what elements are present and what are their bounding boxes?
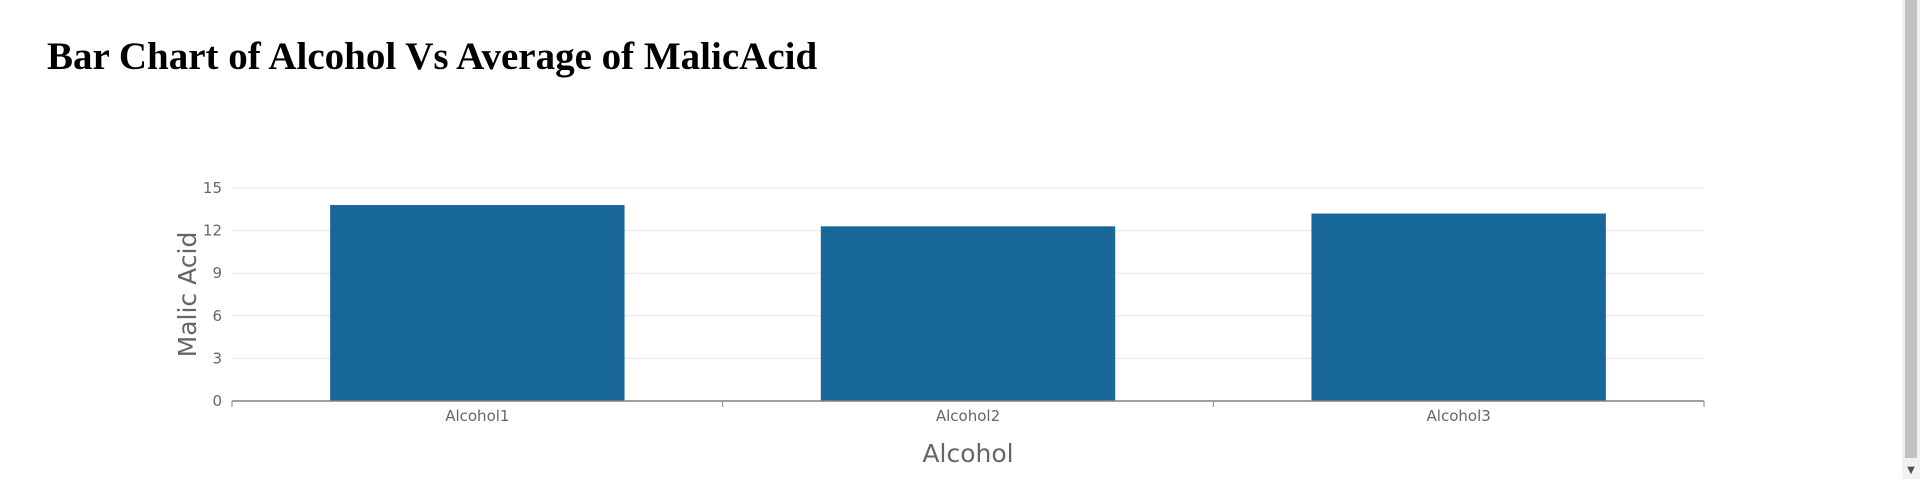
y-axis-title: Malic Acid bbox=[173, 232, 202, 358]
bar[interactable] bbox=[330, 205, 625, 401]
y-tick-label: 0 bbox=[212, 392, 222, 410]
scrollbar-thumb[interactable] bbox=[1905, 0, 1917, 458]
y-tick-label: 12 bbox=[203, 222, 222, 240]
axes bbox=[231, 400, 1705, 407]
bar[interactable] bbox=[1311, 213, 1606, 401]
bars bbox=[330, 205, 1606, 401]
x-tick-label: Alcohol3 bbox=[1427, 407, 1491, 425]
chevron-down-icon[interactable]: ▼ bbox=[1907, 465, 1915, 476]
y-tick-label: 15 bbox=[203, 179, 222, 197]
x-tick-label: Alcohol1 bbox=[445, 407, 509, 425]
y-tick-label: 9 bbox=[212, 264, 222, 282]
tick-labels: 0 3 6 9 12 15 Alcohol1 Alcohol2 Alcohol3 bbox=[203, 179, 1491, 425]
vertical-scrollbar[interactable]: ▼ bbox=[1902, 0, 1920, 479]
y-tick-label: 6 bbox=[212, 307, 222, 325]
x-axis-title: Alcohol bbox=[922, 439, 1013, 468]
page-title: Bar Chart of Alcohol Vs Average of Malic… bbox=[47, 35, 818, 78]
bar[interactable] bbox=[820, 226, 1116, 401]
x-tick-label: Alcohol2 bbox=[936, 407, 1000, 425]
y-tick-label: 3 bbox=[212, 349, 222, 367]
